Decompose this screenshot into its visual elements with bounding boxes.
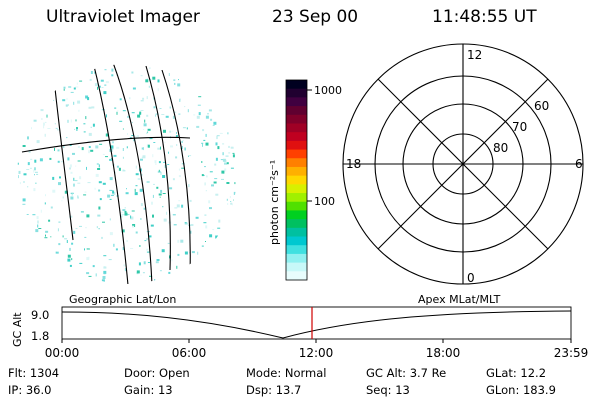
timeline-x-tick-label: 06:00 bbox=[172, 346, 207, 360]
color-scale-segment bbox=[286, 271, 307, 281]
timeline-x-ticks bbox=[61, 339, 572, 343]
altitude-plot-frame bbox=[61, 306, 572, 340]
status-mode: Mode: Normal bbox=[246, 366, 327, 380]
parallel-line bbox=[21, 136, 191, 153]
mlt-label-6: 6 bbox=[575, 157, 583, 171]
timeline-left-label: Geographic Lat/Lon bbox=[69, 293, 176, 306]
timeline-x-tick-label: 18:00 bbox=[426, 346, 461, 360]
color-scale-segment bbox=[286, 88, 307, 98]
color-scale-segment bbox=[286, 253, 307, 264]
meridian-line bbox=[111, 64, 153, 284]
mlat-label-70: 70 bbox=[512, 120, 527, 134]
polar-diagonal bbox=[377, 78, 549, 250]
altitude-curve bbox=[61, 310, 572, 339]
timeline-y-axis-label: GC Alt bbox=[11, 312, 24, 347]
color-scale-segment bbox=[286, 140, 307, 151]
color-scale-segment bbox=[286, 114, 307, 124]
colorbar-tick-label: 1000 bbox=[314, 84, 342, 97]
color-scale-segment bbox=[286, 210, 307, 220]
color-scale-segment bbox=[286, 166, 307, 177]
color-scale-segment bbox=[286, 97, 307, 107]
mlt-label-0: 0 bbox=[467, 271, 475, 285]
color-scale-segment bbox=[286, 262, 307, 272]
uv-image bbox=[17, 64, 237, 284]
color-scale-frame bbox=[285, 79, 308, 281]
timeline-x-tick-label: 23:59 bbox=[554, 346, 589, 360]
color-scale-segment bbox=[286, 236, 307, 246]
color-scale-segment bbox=[286, 219, 307, 229]
color-scale-segment bbox=[286, 158, 307, 168]
mlt-label-12: 12 bbox=[467, 48, 482, 62]
timeline-x-tick-label: 12:00 bbox=[299, 346, 334, 360]
color-scale-segment bbox=[286, 245, 307, 255]
color-scale-segment bbox=[286, 106, 307, 116]
timeline-y-tick: 9.0 bbox=[31, 308, 49, 322]
mlt-label-18: 18 bbox=[346, 157, 361, 171]
header-date: 23 Sep 00 bbox=[272, 7, 359, 27]
meridian-line bbox=[145, 65, 171, 271]
color-scale-segment bbox=[286, 193, 307, 203]
color-scale-segment bbox=[286, 184, 307, 194]
header-time: 11:48:55 UT bbox=[432, 7, 537, 27]
color-scale-segment bbox=[286, 201, 307, 211]
colorbar-tick-label: 100 bbox=[314, 195, 335, 208]
polar-plot bbox=[342, 43, 584, 285]
color-scale-segment bbox=[286, 123, 307, 133]
color-scale-segment bbox=[286, 227, 307, 238]
meridian-line bbox=[161, 69, 191, 276]
meridian-line bbox=[91, 64, 129, 284]
color-scale-segment bbox=[286, 175, 307, 185]
status-flt: Flt: 1304 bbox=[8, 366, 60, 380]
status-door: Door: Open bbox=[124, 366, 190, 380]
status-glat: GLat: 12.2 bbox=[486, 366, 547, 380]
color-scale-bar bbox=[286, 80, 307, 281]
mlat-label-60: 60 bbox=[534, 99, 549, 113]
colorbar-unit-label: photon cm⁻²s⁻¹ bbox=[268, 160, 281, 245]
status-gc-alt: GC Alt: 3.7 Re bbox=[366, 366, 447, 380]
status-gain: Gain: 13 bbox=[124, 383, 173, 397]
color-scale-segment bbox=[286, 132, 307, 142]
status-dsp: Dsp: 13.7 bbox=[246, 383, 302, 397]
app-title: Ultraviolet Imager bbox=[46, 7, 200, 27]
status-seq: Seq: 13 bbox=[366, 383, 410, 397]
color-scale-segment bbox=[286, 80, 307, 90]
status-glon: GLon: 183.9 bbox=[486, 383, 556, 397]
timeline-x-tick-label: 00:00 bbox=[45, 346, 80, 360]
timeline-y-tick: 1.8 bbox=[31, 329, 49, 343]
status-ip: IP: 36.0 bbox=[8, 383, 52, 397]
mlat-label-80: 80 bbox=[493, 141, 508, 155]
timeline-right-label: Apex MLat/MLT bbox=[418, 293, 501, 306]
color-scale-segment bbox=[286, 149, 307, 159]
